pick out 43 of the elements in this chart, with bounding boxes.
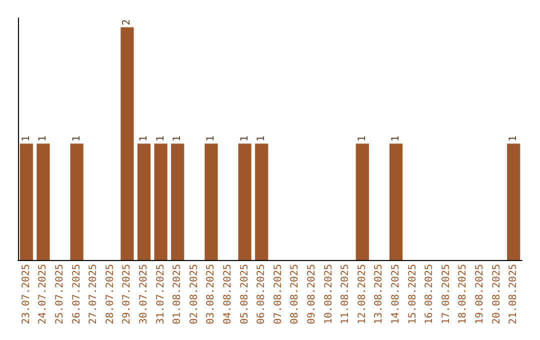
x-tick-label: 30.07.2025: [138, 264, 150, 324]
x-tick-label: 06.08.2025: [256, 264, 268, 324]
data-label: 1: [206, 136, 217, 142]
x-tick-label: 11.08.2025: [340, 264, 352, 324]
data-label: 1: [256, 136, 268, 142]
x-tick-label: 10.08.2025: [323, 264, 334, 324]
x-tick-label: 23.07.2025: [20, 264, 32, 324]
data-label: 1: [155, 136, 166, 142]
x-tick-label: 19.08.2025: [474, 264, 486, 324]
data-label: 1: [239, 136, 250, 142]
data-label: 1: [38, 136, 49, 142]
data-label: 2: [122, 19, 133, 26]
x-tick-label: 26.07.2025: [71, 264, 82, 324]
data-label: 1: [172, 136, 184, 142]
x-tick-label: 21.08.2025: [508, 264, 520, 324]
x-tick-label: 08.08.2025: [290, 264, 301, 324]
x-tick-label: 07.08.2025: [272, 264, 284, 324]
x-tick-label: 02.08.2025: [188, 264, 200, 324]
x-tick-label: 27.07.2025: [88, 264, 100, 324]
x-tick-label: 05.08.2025: [239, 264, 250, 324]
x-tick-label: 31.07.2025: [155, 264, 166, 324]
x-tick-label: 09.08.2025: [306, 264, 318, 324]
x-tick-label: 28.07.2025: [104, 264, 116, 324]
data-label: 1: [390, 136, 402, 142]
x-tick-label: 01.08.2025: [172, 264, 184, 324]
data-label: 1: [138, 136, 150, 142]
x-tick-label: 04.08.2025: [222, 264, 234, 324]
x-tick-label: 29.07.2025: [122, 264, 133, 324]
x-tick-label: 16.08.2025: [424, 264, 436, 324]
x-tick-label: 15.08.2025: [407, 264, 418, 324]
data-label: 1: [508, 136, 520, 142]
x-tick-label: 25.07.2025: [54, 264, 66, 324]
data-label: 1: [356, 136, 368, 142]
x-tick-label: 14.08.2025: [390, 264, 402, 324]
x-tick-label: 17.08.2025: [440, 264, 452, 324]
data-label: 1: [20, 136, 32, 142]
x-tick-label: 18.08.2025: [458, 264, 469, 324]
x-tick-label: 03.08.2025: [206, 264, 217, 324]
x-tick-label: 24.07.2025: [38, 264, 49, 324]
x-tick-label: 13.08.2025: [374, 264, 385, 324]
x-tick-label: 20.08.2025: [491, 264, 502, 324]
x-tick-label: 12.08.2025: [356, 264, 368, 324]
data-label: 1: [71, 136, 82, 142]
